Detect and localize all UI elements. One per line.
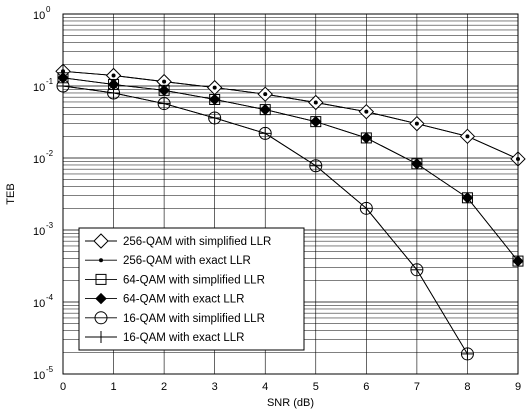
legend-item: 16-QAM with exact LLR [85,331,244,344]
data-point [158,84,170,97]
x-tick-label: 7 [414,381,420,393]
x-tick-label: 0 [60,381,66,393]
data-point [461,347,474,360]
y-tick-base: 10 [33,82,45,94]
x-tick-label: 1 [110,381,116,393]
data-point [360,202,373,215]
legend-label: 256-QAM with exact LLR [123,255,251,267]
data-point [410,263,423,276]
x-tick-label: 2 [161,381,167,393]
legend-item: 256-QAM with exact LLR [85,255,251,267]
x-axis-label: SNR (dB) [267,397,314,409]
y-axis-label: TEB [5,183,17,204]
data-point [263,92,268,97]
data-point [259,127,272,140]
series-line-1 [62,70,519,160]
x-tick-labels: 0 1 2 3 4 5 6 7 8 9 [60,381,521,393]
y-tick-label: 10-1 [33,77,54,94]
legend-label: 16-QAM with simplified LLR [123,313,265,325]
data-point [259,103,271,116]
y-tick-exponent: -1 [46,77,54,86]
y-tick-base: 10 [33,154,45,166]
y-tick-base: 10 [33,226,45,238]
data-point [212,85,217,90]
legend-item: 64-QAM with exact LLR [85,292,244,306]
y-tick-exponent: -3 [46,221,54,230]
data-point [208,111,221,124]
data-point [364,109,369,114]
data-point [107,86,120,99]
legend-marker [99,258,103,263]
legend-marker [94,311,108,325]
legend: 256-QAM with simplified LLR 256-QAM with … [78,227,305,351]
data-point [414,121,419,126]
legend-marker [93,233,109,249]
legend-label: 16-QAM with exact LLR [123,332,244,344]
plot-frame [62,13,519,375]
legend-label: 256-QAM with simplified LLR [123,236,271,248]
x-tick-label: 5 [313,381,319,393]
legend-marker [95,292,107,305]
y-tick-exponent: -4 [46,293,54,302]
data-point [208,93,221,106]
x-tick-label: 3 [212,381,218,393]
data-point [360,132,373,144]
data-point [158,97,171,110]
data-point [465,134,470,139]
y-tick-base: 10 [33,298,45,310]
data-point [411,158,423,170]
legend-item: 16-QAM with simplified LLR [85,311,265,325]
series-line-2 [62,70,519,160]
data-point [310,115,322,128]
data-point [162,79,167,84]
y-tick-exponent: -5 [46,365,54,374]
y-tick-base: 10 [33,10,45,22]
legend-marker [95,331,107,343]
y-tick-label: 10-3 [33,221,54,238]
legend-label: 64-QAM with simplified LLR [123,274,265,286]
x-tick-label: 4 [262,381,268,393]
x-tick-label: 6 [363,381,369,393]
legend-label: 64-QAM with exact LLR [123,294,244,306]
x-tick-label: 9 [515,381,521,393]
y-tick-label: 10-2 [33,149,54,166]
series-line-4 [62,77,519,262]
y-tick-exponent: 0 [46,5,51,14]
legend-box [78,227,305,351]
data-point [111,73,116,78]
y-tick-exponent: -2 [46,149,54,158]
legend-item: 256-QAM with simplified LLR [85,233,271,249]
y-tick-label: 10-4 [33,293,54,310]
data-point [313,100,318,105]
data-point [461,192,474,204]
y-tick-label: 10-5 [33,365,54,382]
legend-item: 64-QAM with simplified LLR [85,273,265,286]
legend-marker [95,273,107,285]
y-tick-label: 100 [33,5,51,22]
x-tick-label: 8 [464,381,470,393]
y-tick-base: 10 [33,370,45,382]
data-point [309,159,322,172]
